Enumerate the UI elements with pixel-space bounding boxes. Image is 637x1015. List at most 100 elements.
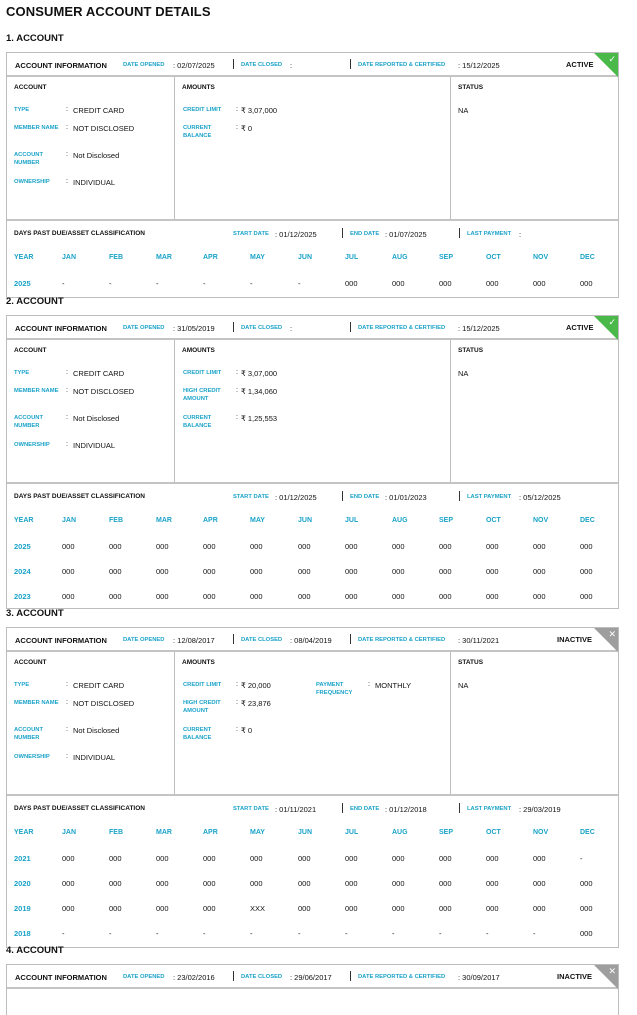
dpd-cell: 000	[533, 279, 546, 288]
account-number-value: Not Disclosed	[73, 726, 120, 735]
dpd-cell: 000	[109, 542, 122, 551]
month-header: NOV	[533, 517, 549, 524]
page-title: CONSUMER ACCOUNT DETAILS	[6, 4, 211, 19]
amount-value: ₹ 3,07,000	[241, 106, 278, 115]
account-column: ACCOUNT TYPE: CREDIT CARD MEMBER NAME: NOT D…	[7, 77, 175, 219]
amounts-column: AMOUNTS CREDIT LIMIT: ₹ 3,07,000 CURRENT BA…	[175, 77, 451, 219]
divider	[459, 491, 460, 501]
ownership-label: OWNERSHIP	[14, 179, 50, 185]
dpd-cell: -	[156, 929, 159, 938]
dpd-cell: 000	[439, 879, 452, 888]
month-header: FEB	[109, 254, 123, 261]
amount-value: ₹ 23,876	[241, 699, 271, 708]
year-cell: 2020	[14, 879, 31, 888]
account-details: ACCOUNT TYPE: CREDIT CARD MEMBER NAME: NOT D…	[7, 77, 618, 221]
status-label: INACTIVE	[557, 972, 593, 981]
date-closed-label: DATE CLOSED	[241, 637, 283, 643]
dpd-cell: 000	[392, 279, 405, 288]
dpd-cell: 000	[62, 542, 75, 551]
amounts-column-title: AMOUNTS	[182, 84, 215, 91]
dpd-cell: 000	[486, 854, 499, 863]
ownership-value: INDIVIDUAL	[73, 178, 116, 187]
date-opened-value: : 12/08/2017	[173, 636, 215, 645]
account-column-title: ACCOUNT	[14, 659, 47, 666]
date-closed-label: DATE CLOSED	[241, 325, 283, 331]
last-payment-label: LAST PAYMENT	[467, 494, 512, 500]
colon: :	[66, 124, 68, 131]
date-closed-value: :	[290, 61, 293, 70]
dpd-cell: 000	[486, 542, 499, 551]
status-column-title: STATUS	[458, 659, 484, 666]
amount-value: ₹ 0	[241, 124, 253, 133]
divider	[459, 803, 460, 813]
dpd-cell: 000	[298, 542, 311, 551]
dpd-title: DAYS PAST DUE/ASSET CLASSIFICATION	[14, 805, 145, 812]
colon: :	[236, 124, 238, 131]
month-header: JUL	[345, 254, 359, 261]
dpd-cell: 000	[250, 854, 263, 863]
year-cell: 2025	[14, 279, 31, 288]
status-column: STATUS NA	[451, 77, 618, 219]
colon: :	[236, 699, 238, 706]
dpd-cell: -	[533, 929, 536, 938]
date-opened-label: DATE OPENED	[123, 637, 165, 643]
dpd-cell: 000	[156, 592, 169, 601]
dpd-cell: 000	[298, 592, 311, 601]
dpd-cell: 000	[298, 904, 311, 913]
dpd-cell: 000	[486, 592, 499, 601]
dpd-cell: 000	[109, 592, 122, 601]
dpd-cell: 000	[109, 904, 122, 913]
dpd-cell: 000	[345, 854, 358, 863]
year-cell: 2024	[14, 567, 31, 576]
dpd-cell: -	[203, 279, 206, 288]
status-column-title: STATUS	[458, 347, 484, 354]
colon: :	[236, 414, 238, 421]
end-date-label: END DATE	[350, 806, 380, 812]
card-bottom-space	[7, 945, 618, 947]
dpd-cell: 000	[298, 854, 311, 863]
amounts-column: AMOUNTS CREDIT LIMIT: ₹ 3,07,000 HIGH CREDI…	[175, 340, 451, 482]
colon: :	[66, 441, 68, 448]
dpd-cell: 000	[439, 279, 452, 288]
account-number-label: ACCOUNT NUMBER	[14, 152, 43, 166]
colon: :	[66, 753, 68, 760]
ownership-value: INDIVIDUAL	[73, 753, 116, 762]
account-info-label: ACCOUNT INFORMATION	[15, 61, 107, 70]
account-number-value: Not Disclosed	[73, 151, 120, 160]
dpd-row: 2018 - - - - - - - - - - - 000	[7, 920, 618, 945]
ownership-label: OWNERSHIP	[14, 754, 50, 760]
dpd-cell: 000	[392, 904, 405, 913]
dpd-cell: 000	[392, 854, 405, 863]
start-date-value: : 01/12/2025	[275, 493, 317, 502]
month-header: MAY	[250, 254, 265, 261]
month-header: FEB	[109, 517, 123, 524]
account-column: ACCOUNT TYPE: CREDIT CARD MEMBER NAME: NOT D…	[7, 340, 175, 482]
amounts-column-title: AMOUNTS	[182, 659, 215, 666]
dpd-cell: -	[298, 279, 301, 288]
account-details: ACCOUNT TYPE: CREDIT CARD MEMBER NAME: NOT D…	[7, 340, 618, 484]
month-header: AUG	[392, 517, 408, 524]
member-name-label: MEMBER NAME	[14, 700, 59, 706]
dpd-cell: 000	[580, 567, 593, 576]
month-header: OCT	[486, 829, 501, 836]
dpd-cell: 000	[345, 279, 358, 288]
dpd-cell: 000	[203, 592, 216, 601]
month-header: JUN	[298, 517, 313, 524]
account-number-value: Not Disclosed	[73, 414, 120, 423]
dpd-bar: DAYS PAST DUE/ASSET CLASSIFICATION START …	[7, 796, 618, 820]
status-column-title: STATUS	[458, 84, 484, 91]
end-date-label: END DATE	[350, 494, 380, 500]
payment-frequency-label: PAYMENT FREQUENCY	[316, 682, 353, 696]
dpd-cell: 000	[345, 879, 358, 888]
dpd-row: 2025 - - - - - - 000 000 000 000 000 000	[7, 270, 618, 295]
type-label: TYPE	[14, 682, 30, 688]
month-header: DEC	[580, 254, 595, 261]
amount-label: CREDIT LIMIT	[183, 682, 222, 688]
dpd-cell: 000	[62, 567, 75, 576]
dpd-bar: DAYS PAST DUE/ASSET CLASSIFICATION START …	[7, 221, 618, 245]
status-triangle	[594, 965, 618, 989]
divider	[233, 59, 234, 69]
dpd-cell: 000	[250, 592, 263, 601]
month-header: JUL	[345, 829, 359, 836]
dpd-cell: -	[109, 929, 112, 938]
